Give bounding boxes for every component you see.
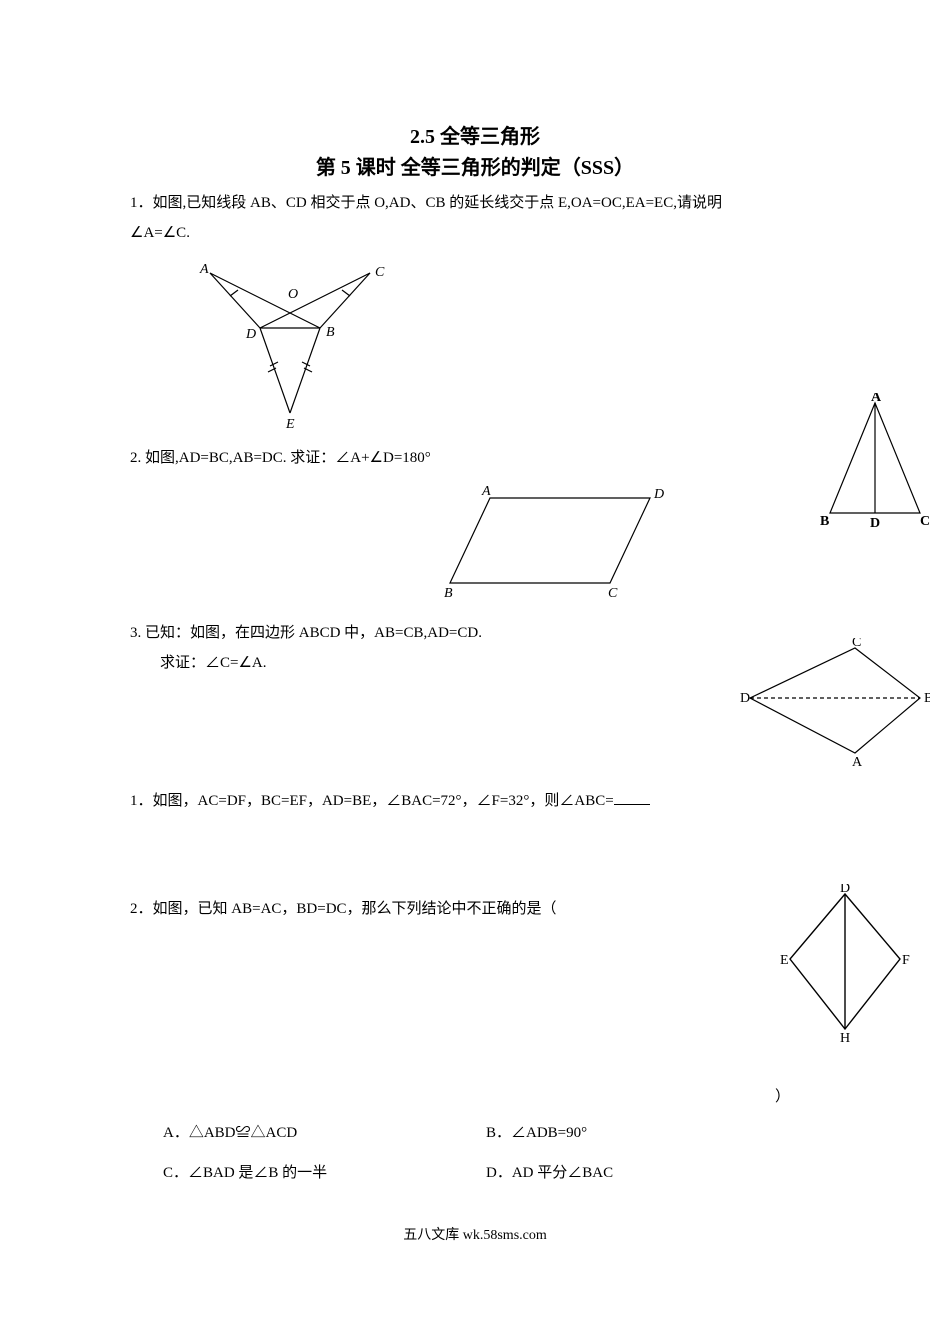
label-D: D — [245, 327, 256, 342]
lesson-title: 第 5 课时 全等三角形的判定（SSS） — [130, 151, 820, 180]
label-D: D — [740, 691, 750, 706]
label-B: B — [820, 514, 829, 529]
q1-number: 1． — [130, 195, 153, 211]
question-3: 3. 已知：如图，在四边形 ABCD 中，AB=CB,AD=CD. 求证：∠C=… — [130, 618, 820, 678]
label-B: B — [924, 691, 930, 706]
option-C: C．∠BAD 是∠B 的一半 — [162, 1154, 483, 1192]
option-D: D．AD 平分∠BAC — [485, 1154, 653, 1192]
q5-figure: D E F H — [780, 884, 910, 1049]
q1-text2: ∠A=∠C. — [130, 218, 820, 248]
q2-text: 如图,AD=BC,AB=DC. 求证：∠A+∠D=180° — [145, 450, 431, 466]
label-A: A — [852, 755, 863, 768]
option-B: B．∠ADB=90° — [485, 1114, 653, 1152]
q5-text: 如图，已知 AB=AC，BD=DC，那么下列结论中不正确的是（ — [153, 901, 557, 917]
label-D: D — [870, 516, 880, 531]
label-E: E — [285, 417, 295, 428]
q3-text: 已知：如图，在四边形 ABCD 中，AB=CB,AD=CD. — [145, 625, 482, 641]
q4-number: 1． — [130, 793, 153, 809]
question-2: 2. 如图,AD=BC,AB=DC. 求证：∠A+∠D=180° — [130, 443, 820, 473]
q2-side-figure: A B D C — [820, 393, 930, 538]
label-A: A — [481, 484, 491, 499]
label-F: F — [902, 953, 910, 968]
q3-text2: 求证：∠C=∠A. — [130, 648, 820, 678]
label-C: C — [852, 638, 861, 650]
q5-close-paren: ） — [130, 1082, 820, 1112]
q1-figure: A C O D B E — [170, 258, 820, 433]
option-A: A．△ABD≌△ACD — [162, 1114, 483, 1152]
label-D: D — [840, 884, 850, 896]
label-D: D — [653, 487, 664, 502]
label-O: O — [288, 287, 298, 302]
label-C: C — [608, 586, 618, 601]
q4-text: 如图，AC=DF，BC=EF，AD=BE，∠BAC=72°，∠F=32°，则∠A… — [153, 793, 614, 809]
label-B: B — [444, 586, 453, 601]
question-1: 1．如图,已知线段 AB、CD 相交于点 O,AD、CB 的延长线交于点 E,O… — [130, 188, 820, 248]
label-B: B — [326, 325, 335, 340]
page-footer: 五八文库 wk.58sms.com — [130, 1224, 820, 1244]
question-5: 2．如图，已知 AB=AC，BD=DC，那么下列结论中不正确的是（ — [130, 894, 820, 924]
label-E: E — [780, 953, 789, 968]
q1-text: 如图,已知线段 AB、CD 相交于点 O,AD、CB 的延长线交于点 E,OA=… — [153, 195, 722, 211]
question-4: 1．如图，AC=DF，BC=EF，AD=BE，∠BAC=72°，∠F=32°，则… — [130, 786, 820, 816]
label-C: C — [920, 514, 930, 529]
q5-number: 2． — [130, 901, 153, 917]
q2-number: 2. — [130, 450, 145, 466]
chapter-title: 2.5 全等三角形 — [130, 120, 820, 149]
label-A: A — [199, 262, 209, 277]
label-C: C — [375, 265, 385, 280]
label-H: H — [840, 1031, 850, 1044]
q3-figure: D C B A — [740, 638, 930, 773]
answer-blank — [614, 789, 650, 805]
q5-options: A．△ABD≌△ACD B．∠ADB=90° C．∠BAD 是∠B 的一半 D．… — [130, 1112, 655, 1194]
label-A: A — [871, 393, 882, 405]
q3-number: 3. — [130, 625, 145, 641]
q2-figure: A D B C — [430, 483, 820, 608]
